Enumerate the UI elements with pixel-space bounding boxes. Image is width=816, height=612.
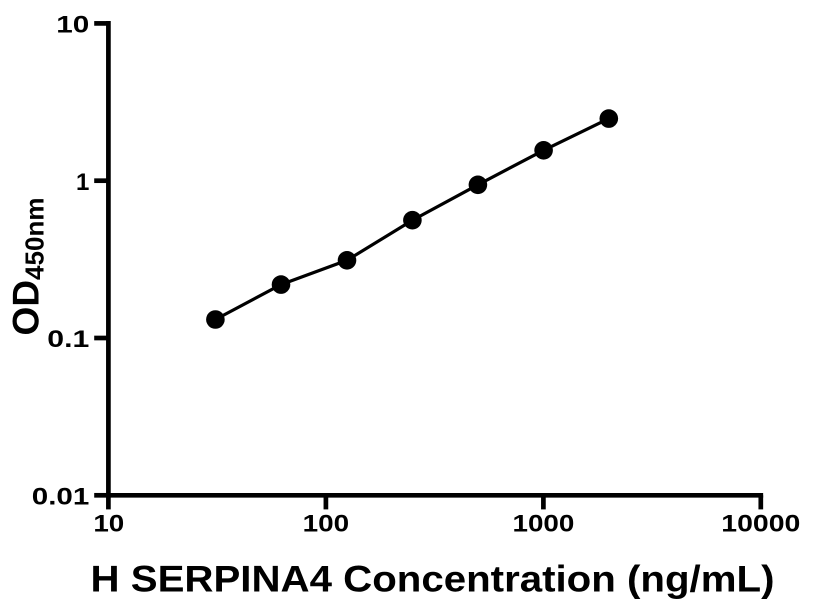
svg-text:0.1: 0.1 xyxy=(47,326,89,353)
svg-text:H SERPINA4 Concentration (ng/m: H SERPINA4 Concentration (ng/mL) xyxy=(91,559,775,600)
svg-text:0.01: 0.01 xyxy=(32,484,90,511)
svg-text:1000: 1000 xyxy=(513,511,575,538)
svg-text:1: 1 xyxy=(76,169,89,196)
svg-text:10: 10 xyxy=(93,511,124,538)
svg-text:10000: 10000 xyxy=(721,511,800,538)
svg-text:10: 10 xyxy=(56,12,89,39)
svg-text:100: 100 xyxy=(303,511,350,538)
